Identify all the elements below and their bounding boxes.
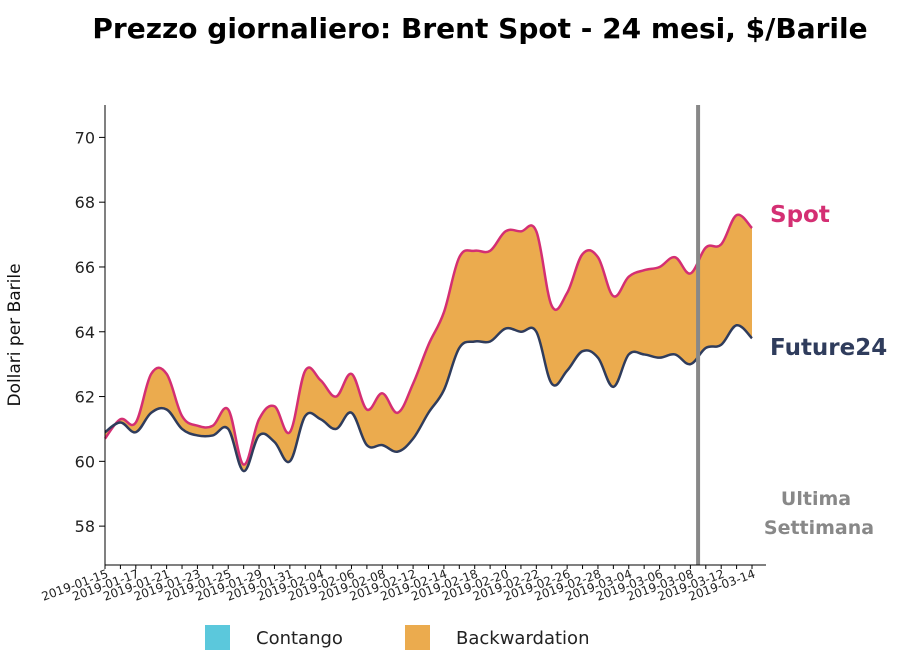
- backwardation-band: [105, 214, 752, 472]
- chart-title: Prezzo giornaliero: Brent Spot - 24 mesi…: [92, 12, 867, 45]
- legend-label-backwardation: Backwardation: [456, 628, 589, 649]
- y-tick-label: 68: [75, 193, 95, 212]
- last-week-label-line2: Settimana: [764, 517, 874, 539]
- spot-series-line: [103, 213, 753, 466]
- spot-series-label: Spot: [770, 202, 830, 228]
- y-tick-label: 58: [75, 517, 95, 536]
- y-tick-label: 66: [75, 258, 95, 277]
- plot-area: [103, 105, 753, 565]
- legend-label-contango: Contango: [256, 628, 343, 649]
- legend-swatch-contango: [205, 625, 230, 650]
- legend: Contango Backwardation: [205, 625, 589, 650]
- y-axis: 58 60 62 64 66 68 70: [75, 105, 106, 565]
- x-axis: 2019-01-152019-01-172019-01-212019-01-23…: [40, 564, 766, 604]
- future24-series-line: [104, 324, 753, 473]
- y-tick-label: 60: [75, 452, 95, 471]
- future24-series-label: Future24: [770, 335, 887, 361]
- legend-swatch-backwardation: [405, 625, 430, 650]
- last-week-label-line1: Ultima: [781, 488, 851, 510]
- y-tick-label: 64: [75, 323, 95, 342]
- y-tick-label: 70: [75, 128, 95, 147]
- y-axis-title: Dollari per Barile: [5, 263, 25, 406]
- y-tick-label: 62: [75, 388, 95, 407]
